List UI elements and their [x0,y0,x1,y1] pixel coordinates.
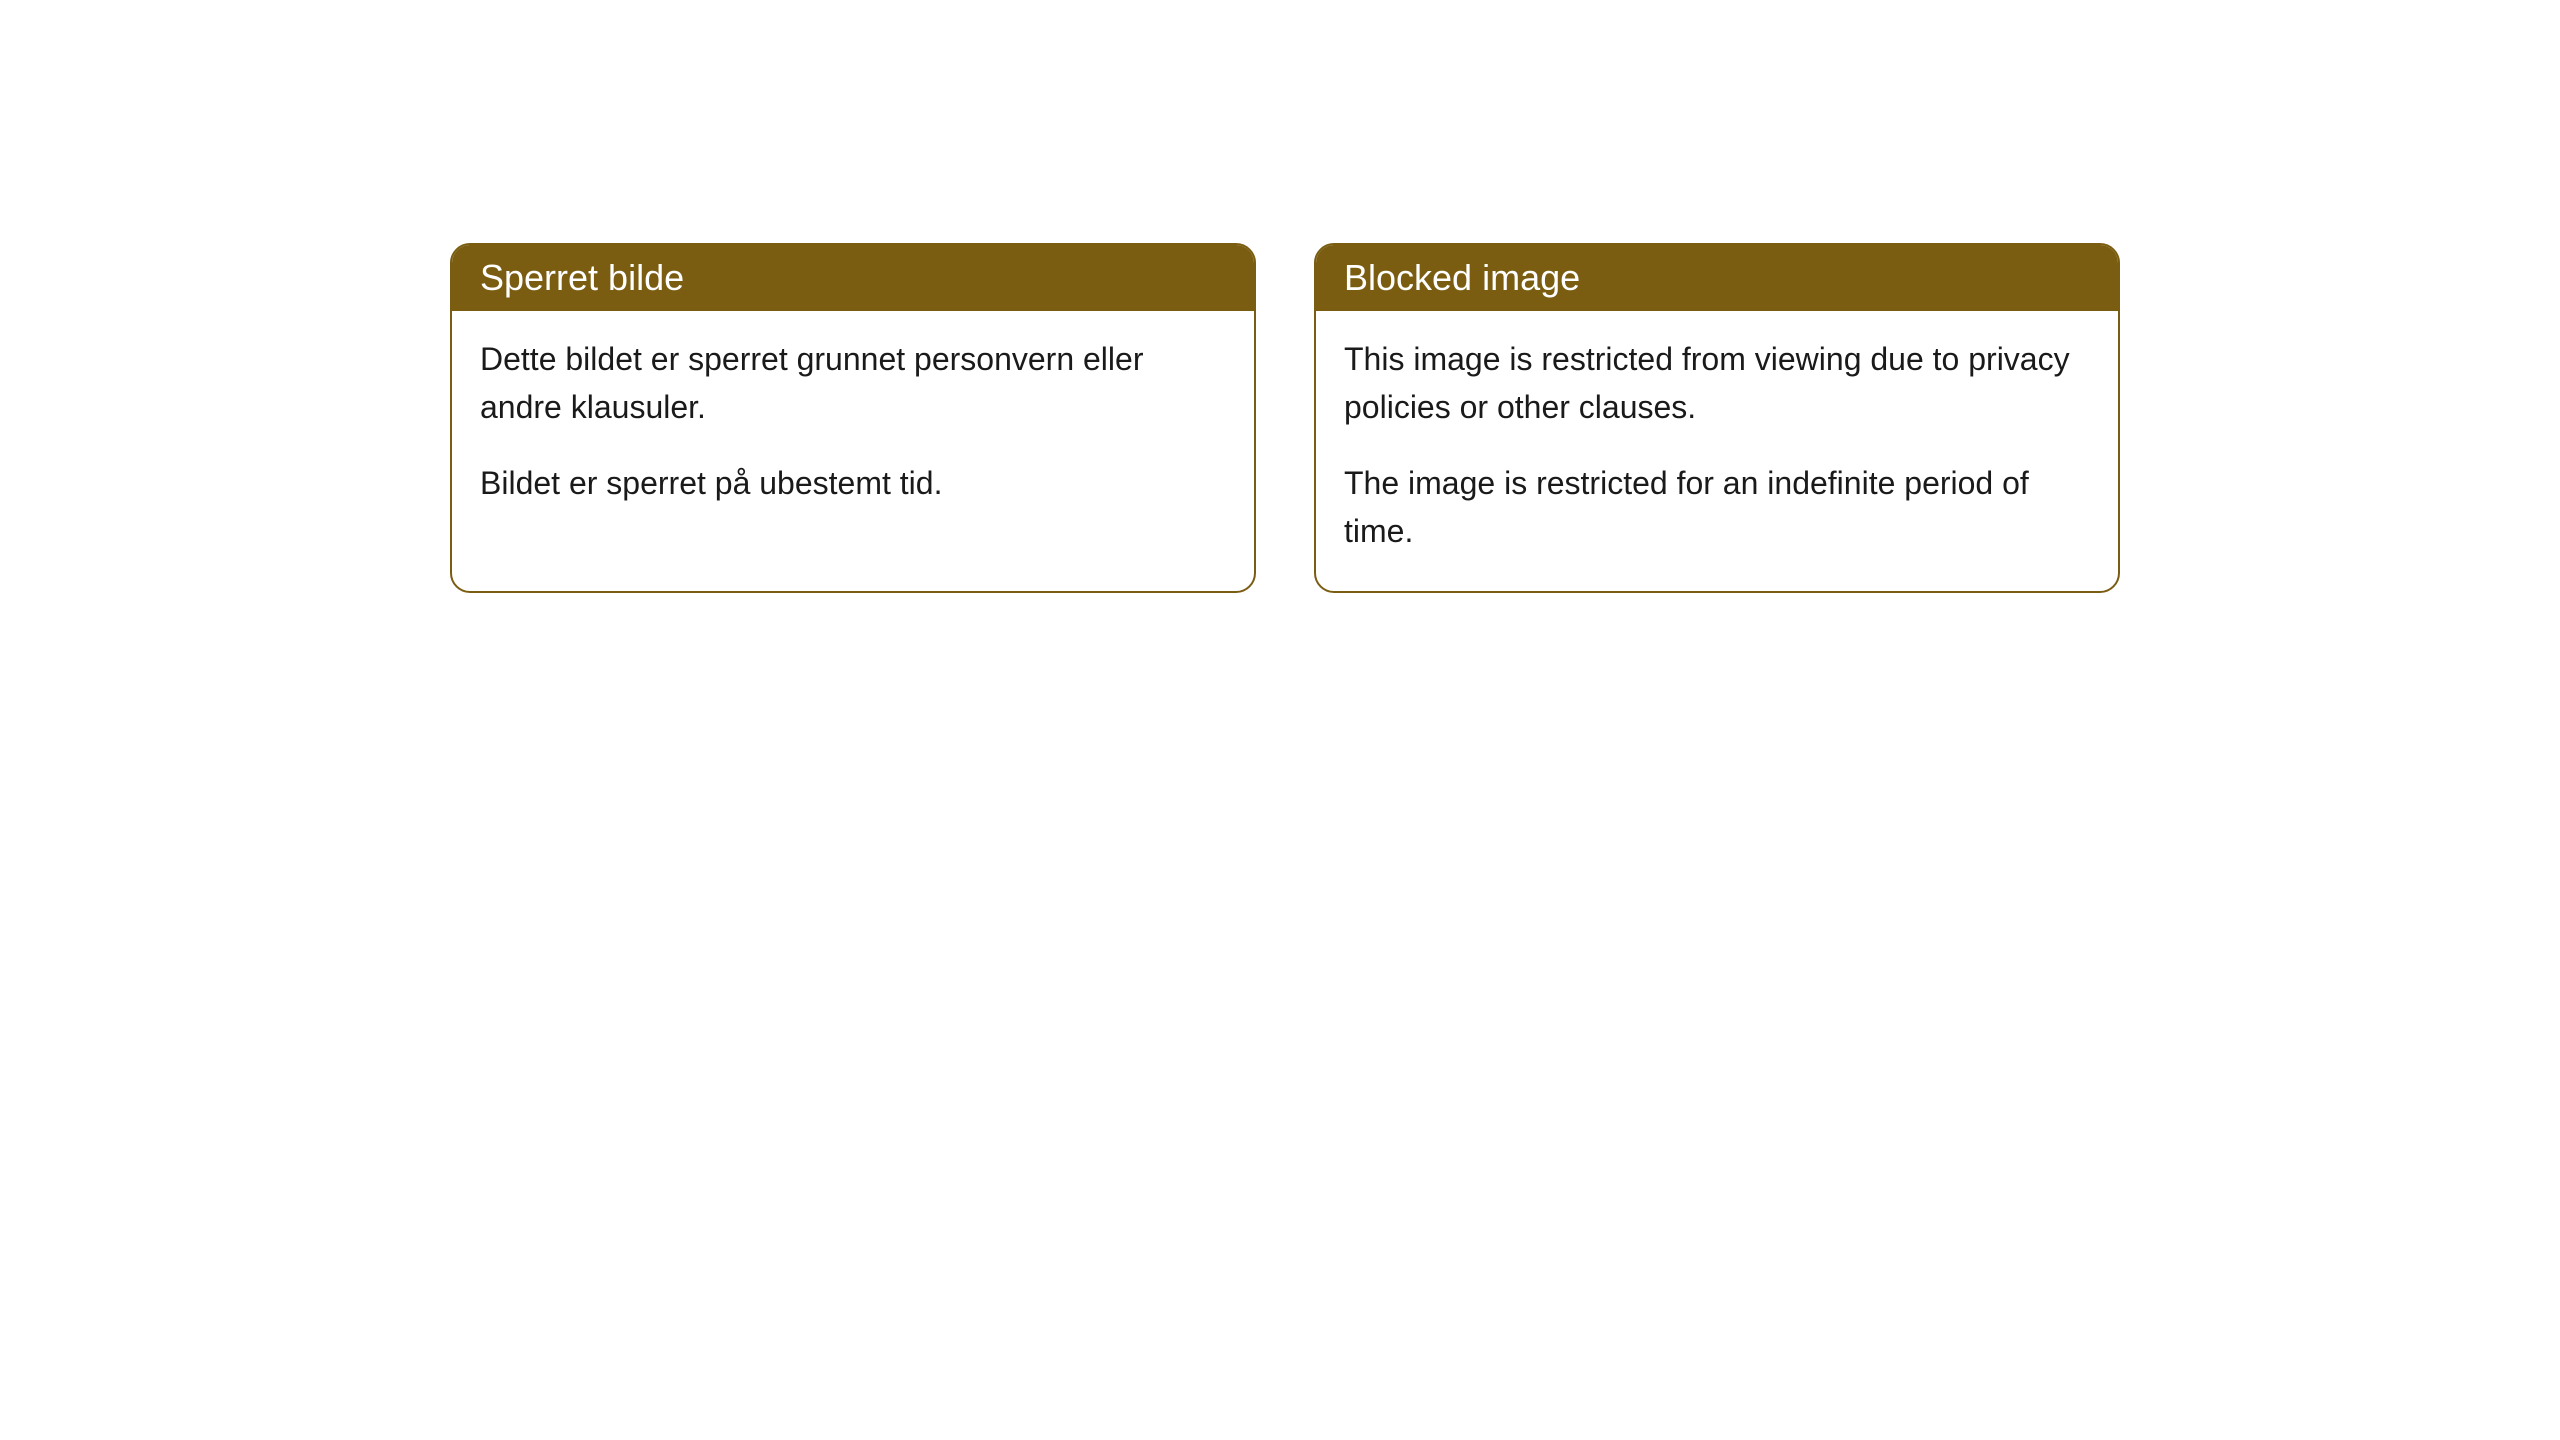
notice-card-norwegian: Sperret bilde Dette bildet er sperret gr… [450,243,1256,593]
card-title: Blocked image [1344,257,1580,298]
card-paragraph: This image is restricted from viewing du… [1344,335,2090,431]
card-title: Sperret bilde [480,257,684,298]
card-paragraph: Dette bildet er sperret grunnet personve… [480,335,1226,431]
card-header-norwegian: Sperret bilde [452,245,1254,311]
card-paragraph: The image is restricted for an indefinit… [1344,459,2090,555]
card-body-english: This image is restricted from viewing du… [1316,311,2118,591]
card-paragraph: Bildet er sperret på ubestemt tid. [480,459,1226,507]
card-header-english: Blocked image [1316,245,2118,311]
card-body-norwegian: Dette bildet er sperret grunnet personve… [452,311,1254,543]
notice-cards-container: Sperret bilde Dette bildet er sperret gr… [450,243,2120,593]
notice-card-english: Blocked image This image is restricted f… [1314,243,2120,593]
